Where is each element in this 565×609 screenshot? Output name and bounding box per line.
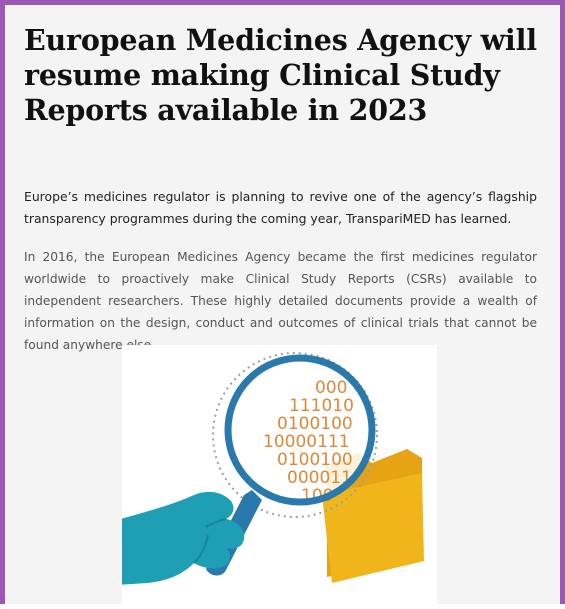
binary-row: 0100100 [277,450,353,470]
binary-row: 10000111 [263,432,350,452]
article-headline: European Medicines Agency will resume ma… [24,23,537,127]
gloved-hand-icon [122,491,245,585]
dotted-arc-icon [212,352,378,518]
binary-row: 111010 [289,396,354,416]
folder-front-icon [322,473,424,583]
hand-crease-icon [205,518,227,528]
lens-glass-icon [228,358,372,502]
binary-row: 000011 [287,468,352,488]
article-lede: Europe’s medicines regulator is planning… [24,189,537,226]
article-illustration: 000 111010 0100100 10000111 0100100 0000… [122,345,437,609]
hand-crease-icon [193,534,209,564]
binary-row: 0100100 [277,414,353,434]
article-paragraph: In 2016, the European Medicines Agency b… [24,250,537,352]
magnifier-folder-illustration: 000 111010 0100100 10000111 0100100 0000… [122,352,424,585]
lens-ring-icon [224,354,376,506]
binary-row: 000 [315,378,347,398]
binary-digits: 000 111010 0100100 10000111 0100100 0000… [263,378,354,506]
